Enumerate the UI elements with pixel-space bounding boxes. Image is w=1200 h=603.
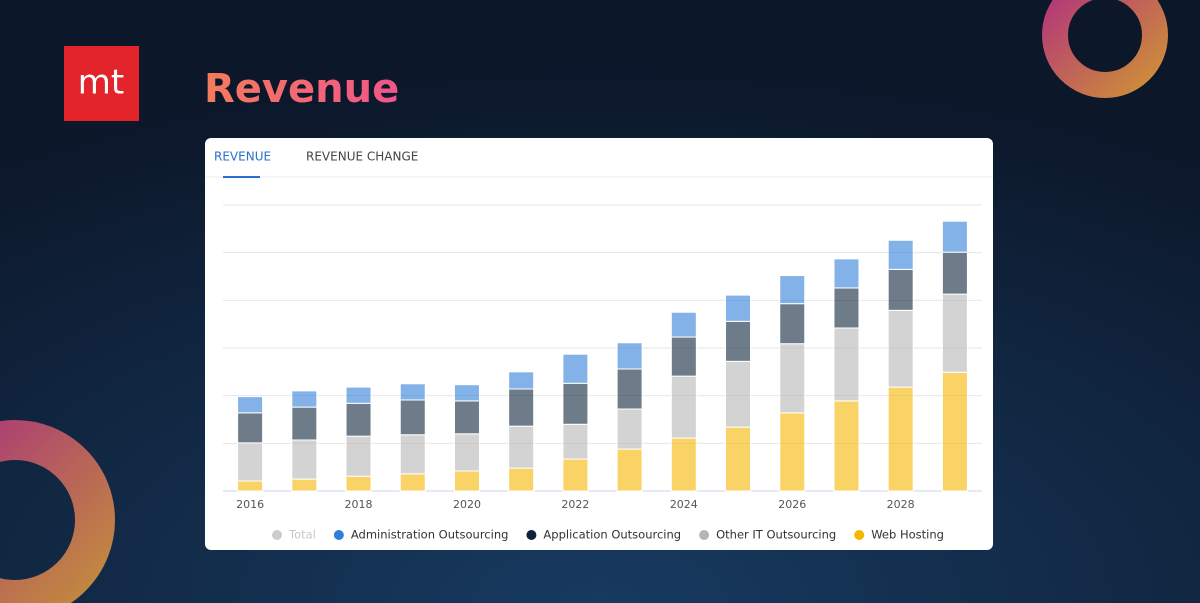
bar-segment [508,467,535,492]
legend-label[interactable]: Application Outsourcing [543,528,681,542]
legend-marker[interactable] [699,530,710,540]
bar-segment [887,268,914,311]
decor-ring [0,420,115,603]
bar-segment [616,448,643,492]
bar-segment [725,360,752,428]
bar-segment [670,437,697,492]
bar-segment [453,384,480,402]
legend-marker[interactable] [526,530,537,540]
bar-segment [237,396,264,414]
bar-segment [779,343,806,414]
bar-segment [291,478,318,492]
bar-segment [941,371,968,492]
tab[interactable]: REVENUE [214,150,271,164]
bar-segment [941,251,968,295]
bar-segment [616,368,643,410]
bar-segment [291,439,318,480]
bar-segment [779,275,806,305]
tab[interactable]: REVENUE CHANGE [306,150,418,164]
bar-segment [670,336,697,377]
bar-segment [725,426,752,492]
logo-box [64,46,139,121]
x-tick-label: 2028 [887,498,915,511]
bar-segment [833,327,860,402]
bar-segment [562,353,589,384]
bar-segment [508,388,535,427]
bar-segment [887,386,914,492]
bar-segment [291,406,318,441]
bar-segment [833,400,860,492]
bar-segment [453,433,480,472]
bar-segment [399,434,426,475]
bar-segment [887,239,914,270]
bar-segment [562,458,589,492]
x-tick-label: 2018 [345,498,373,511]
bar-segment [508,425,535,469]
bar-segment [291,390,318,408]
bar-segment [562,382,589,425]
bar-segment [725,294,752,322]
legend-marker[interactable] [272,530,282,540]
bar-segment [779,412,806,492]
legend-label[interactable]: Total [288,528,316,542]
legend-label[interactable]: Other IT Outsourcing [716,528,836,542]
bar-segment [237,442,264,482]
bar-segment [453,470,480,492]
bar-segment [345,386,372,404]
bar-segment [345,435,372,477]
page-title: Revenue [204,66,399,112]
bar-segment [941,220,968,253]
decor-ring [1042,0,1168,98]
x-tick-label: 2020 [453,498,481,511]
x-tick-label: 2026 [778,498,806,511]
x-tick-label: 2022 [561,498,589,511]
legend-marker[interactable] [333,530,344,540]
bar-segment [725,320,752,362]
bar-segment [562,423,589,460]
bar-segment [670,311,697,338]
bar-segment [670,375,697,439]
bar-segment [345,402,372,437]
bar-segment [616,342,643,370]
bar-segment [453,400,480,435]
bar-segment [399,399,426,436]
bar-segment [508,371,535,390]
bar-segment [616,408,643,450]
bar-segment [345,475,372,492]
x-tick-label: 2024 [670,498,698,511]
legend-marker[interactable] [854,530,865,540]
bar-segment [237,480,264,492]
bar-segment [941,293,968,373]
bar-segment [887,309,914,388]
bar-segment [833,287,860,329]
x-tick-label: 2016 [236,498,264,511]
legend-label[interactable]: Web Hosting [871,528,944,542]
logo: mt [78,63,124,103]
bar-segment [833,258,860,289]
card [205,138,993,550]
bar-segment [399,383,426,401]
bar-segment [779,303,806,345]
bar-segment [399,473,426,492]
bar-segment [237,412,264,444]
legend-label[interactable]: Administration Outsourcing [351,528,509,542]
